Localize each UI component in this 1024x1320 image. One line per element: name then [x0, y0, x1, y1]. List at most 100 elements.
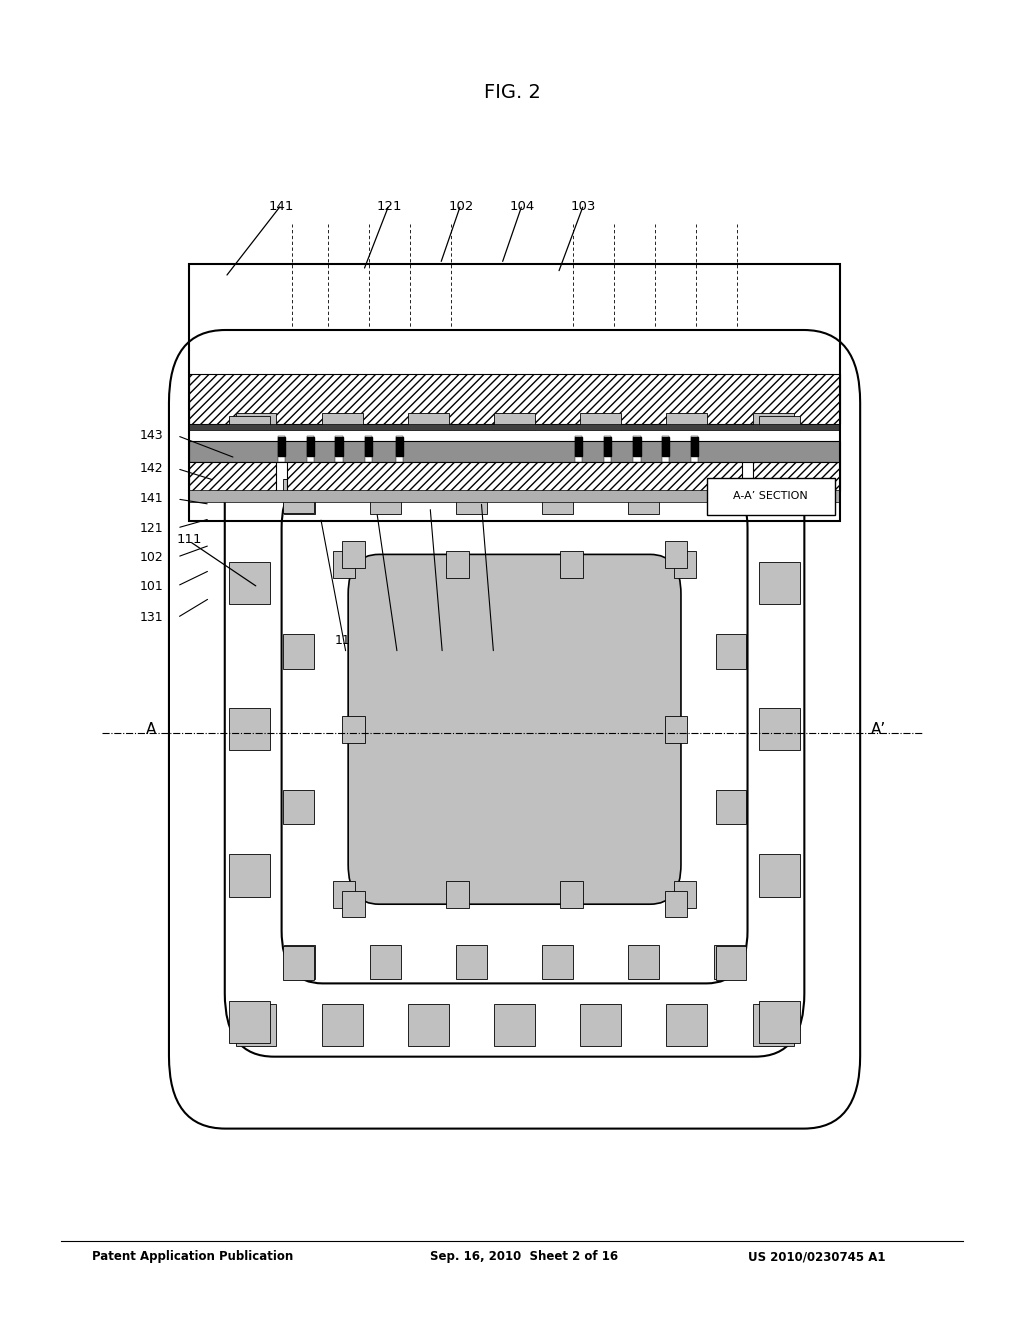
Bar: [575, 436, 582, 462]
Polygon shape: [633, 437, 641, 455]
Text: 132: 132: [481, 634, 506, 647]
Bar: [189, 462, 276, 491]
Bar: [446, 882, 469, 908]
Bar: [667, 413, 708, 455]
FancyBboxPatch shape: [224, 401, 804, 1056]
Text: 142: 142: [139, 462, 164, 475]
Bar: [229, 708, 270, 750]
Polygon shape: [575, 437, 582, 455]
Polygon shape: [395, 437, 403, 455]
Bar: [307, 436, 313, 462]
Text: Sep. 16, 2010  Sheet 2 of 16: Sep. 16, 2010 Sheet 2 of 16: [430, 1250, 618, 1263]
Polygon shape: [336, 437, 342, 455]
Bar: [759, 1001, 800, 1043]
Bar: [665, 715, 687, 742]
Bar: [716, 789, 746, 824]
Bar: [667, 1003, 708, 1045]
Polygon shape: [691, 437, 698, 455]
Bar: [283, 479, 313, 513]
Bar: [691, 436, 698, 462]
Bar: [283, 789, 313, 824]
Bar: [446, 552, 469, 578]
Bar: [456, 479, 486, 513]
Bar: [342, 541, 365, 568]
Text: FIG. 2: FIG. 2: [483, 83, 541, 102]
Bar: [759, 708, 800, 750]
Bar: [581, 1003, 622, 1045]
Bar: [674, 552, 696, 578]
Bar: [665, 891, 687, 917]
Polygon shape: [307, 437, 313, 455]
Bar: [287, 462, 742, 491]
Bar: [189, 374, 840, 424]
Bar: [189, 424, 840, 430]
Bar: [322, 413, 362, 455]
Bar: [633, 436, 641, 462]
Bar: [714, 945, 744, 979]
Bar: [408, 413, 449, 455]
Bar: [279, 436, 285, 462]
Bar: [283, 945, 313, 979]
Bar: [229, 854, 270, 896]
Bar: [336, 436, 342, 462]
Bar: [494, 413, 535, 455]
Text: Patent Application Publication: Patent Application Publication: [92, 1250, 294, 1263]
Bar: [753, 413, 794, 455]
Text: 111: 111: [334, 634, 358, 647]
Text: 121: 121: [139, 521, 164, 535]
Text: 103: 103: [571, 199, 596, 213]
Bar: [229, 562, 270, 605]
Text: 104: 104: [385, 634, 410, 647]
Bar: [284, 479, 315, 513]
Polygon shape: [365, 437, 373, 455]
Bar: [333, 552, 355, 578]
Bar: [236, 1003, 276, 1045]
Text: 131: 131: [139, 611, 164, 624]
Bar: [716, 479, 746, 513]
Text: 101: 101: [139, 579, 164, 593]
Bar: [707, 478, 835, 515]
Bar: [189, 441, 840, 462]
Bar: [370, 479, 400, 513]
Bar: [342, 715, 365, 742]
Bar: [494, 1003, 535, 1045]
Bar: [628, 479, 659, 513]
Bar: [581, 413, 622, 455]
Bar: [716, 635, 746, 668]
Text: 103: 103: [430, 634, 455, 647]
Text: A: A: [146, 722, 157, 738]
Text: 143: 143: [139, 429, 164, 442]
FancyBboxPatch shape: [169, 330, 860, 1129]
Bar: [408, 1003, 449, 1045]
Bar: [370, 945, 400, 979]
Bar: [189, 264, 840, 521]
Text: 141: 141: [269, 199, 294, 213]
Bar: [560, 552, 583, 578]
Bar: [604, 436, 610, 462]
Bar: [395, 436, 403, 462]
Bar: [759, 416, 800, 458]
Bar: [229, 1001, 270, 1043]
Bar: [716, 945, 746, 979]
Bar: [322, 1003, 362, 1045]
Polygon shape: [663, 437, 670, 455]
Polygon shape: [604, 437, 610, 455]
Text: 111: 111: [177, 533, 202, 546]
Bar: [342, 891, 365, 917]
Bar: [663, 436, 670, 462]
Bar: [189, 490, 840, 502]
Text: A’: A’: [871, 722, 886, 738]
Text: 104: 104: [510, 199, 535, 213]
Bar: [543, 479, 573, 513]
FancyBboxPatch shape: [282, 475, 748, 983]
Text: 141: 141: [139, 492, 164, 506]
Bar: [456, 945, 486, 979]
Text: US 2010/0230745 A1: US 2010/0230745 A1: [748, 1250, 885, 1263]
Bar: [753, 462, 840, 491]
Bar: [236, 413, 276, 455]
Text: 102: 102: [449, 199, 473, 213]
Bar: [674, 882, 696, 908]
Text: 102: 102: [139, 550, 164, 564]
Bar: [283, 635, 313, 668]
Bar: [759, 562, 800, 605]
